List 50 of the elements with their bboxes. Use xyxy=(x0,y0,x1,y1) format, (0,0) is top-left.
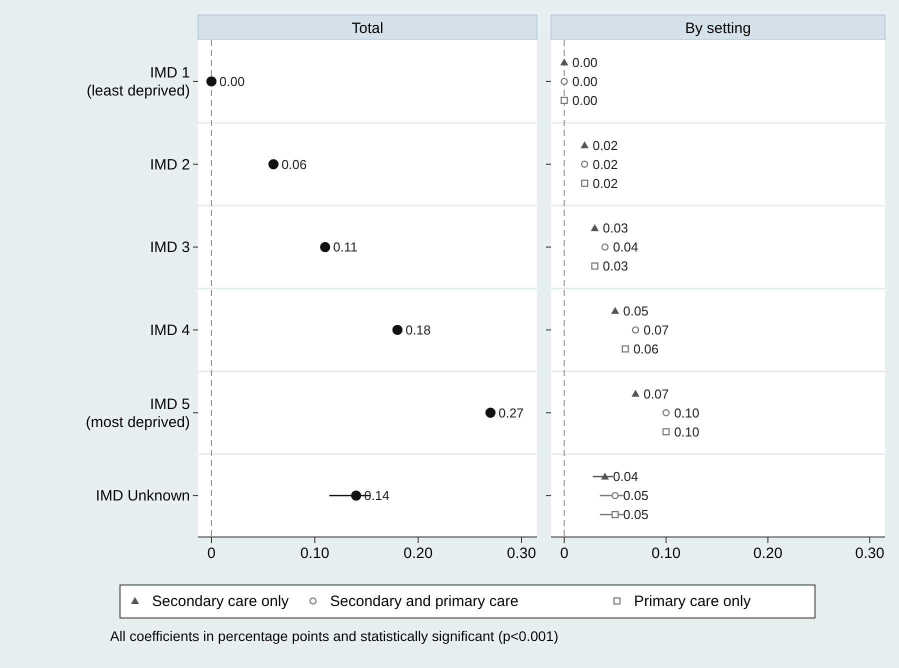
data-label: 0.00 xyxy=(572,92,598,108)
x-tick-label: 0.10 xyxy=(651,545,681,562)
data-label: 0.02 xyxy=(592,138,618,153)
data-label: 0.10 xyxy=(674,405,700,420)
data-label: 0.18 xyxy=(405,322,431,338)
point xyxy=(351,490,362,501)
data-label: 0.06 xyxy=(281,156,307,172)
y-tick-label: IMD 1 (least deprived) xyxy=(86,64,190,100)
x-tick-label: 0.30 xyxy=(506,545,536,562)
data-label: 0.14 xyxy=(364,488,390,504)
data-label: 0.07 xyxy=(644,322,669,338)
data-label: 0.06 xyxy=(633,341,659,356)
data-label: 0.27 xyxy=(498,405,524,420)
data-label: 0.05 xyxy=(623,507,648,522)
data-label: 0.07 xyxy=(644,386,669,402)
data-label: 0.05 xyxy=(623,303,648,318)
point xyxy=(392,324,403,336)
data-label: 0.03 xyxy=(602,258,628,274)
legend-label: Secondary and primary care xyxy=(330,593,518,610)
point xyxy=(268,159,279,170)
data-label: 0.02 xyxy=(592,156,618,172)
data-label: 0.00 xyxy=(572,74,598,89)
chart-title: By setting xyxy=(685,20,751,37)
x-tick-label: 0 xyxy=(560,545,568,562)
y-tick-label: IMD 4 xyxy=(150,322,190,339)
x-tick-label: 0.20 xyxy=(404,545,433,562)
point xyxy=(320,242,330,252)
legend-label: Secondary care only xyxy=(152,593,290,610)
data-label: 0.05 xyxy=(623,488,648,504)
data-label: 0.10 xyxy=(674,424,700,440)
x-tick-label: 0.30 xyxy=(855,545,884,562)
y-tick-label: IMD Unknown xyxy=(96,488,190,505)
text: All coefficients in percentage points and statistically significant (p<0.001) xyxy=(110,628,558,644)
x-tick-label: 0 xyxy=(207,545,216,562)
data-label: 0.11 xyxy=(333,240,358,255)
y-tick-label: IMD 5 (most deprived) xyxy=(86,396,190,431)
data-label: 0.00 xyxy=(572,54,598,70)
data-label: 0.04 xyxy=(612,240,638,255)
data-label: 0.04 xyxy=(612,469,638,484)
x-tick-label: 0.20 xyxy=(753,545,782,562)
x-tick-label: 0.10 xyxy=(300,545,330,562)
data-label: 0.00 xyxy=(219,74,245,89)
y-tick-label: IMD 3 xyxy=(150,239,190,256)
point xyxy=(485,408,496,418)
legend-label: Primary care only xyxy=(634,593,752,610)
y-tick-label: IMD 2 xyxy=(150,156,190,174)
data-label: 0.03 xyxy=(602,220,628,236)
chart-title: Total xyxy=(352,20,384,37)
point xyxy=(206,76,217,87)
data-label: 0.02 xyxy=(592,176,618,191)
